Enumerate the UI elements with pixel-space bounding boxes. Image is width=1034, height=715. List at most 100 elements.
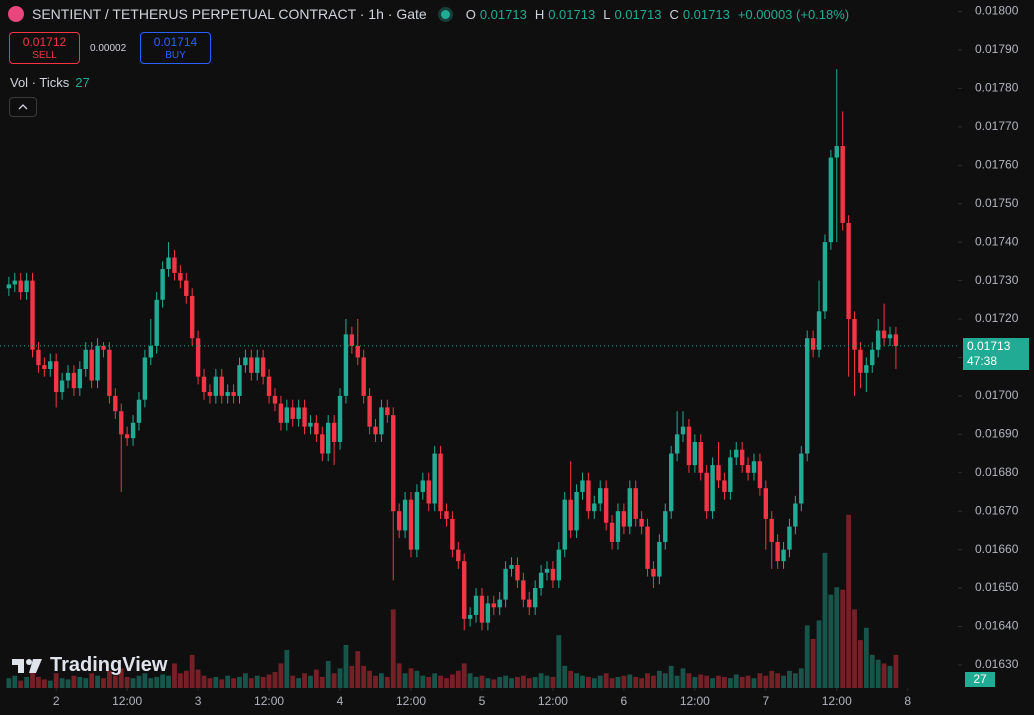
volume-bar (118, 668, 124, 688)
volume-bar (822, 552, 828, 688)
candle-body (272, 395, 278, 404)
candle-body (810, 338, 816, 350)
candle-body (408, 499, 414, 550)
candle-body (722, 480, 727, 492)
volume-bar (449, 674, 455, 688)
candle-body (296, 407, 301, 419)
candle-body (473, 595, 479, 615)
candle-body (349, 334, 355, 346)
candle-body (24, 280, 29, 293)
volume-bar (787, 670, 792, 688)
buy-button[interactable]: 0.01714 BUY (140, 32, 211, 64)
candle-body (881, 330, 887, 339)
status-dot (440, 9, 450, 19)
volume-bar (769, 670, 775, 688)
candle-body (852, 319, 857, 350)
candle-body (148, 345, 153, 358)
volume-bar (526, 678, 532, 688)
candle-body (734, 449, 739, 458)
candle-body (77, 368, 83, 389)
candle-body (6, 284, 12, 289)
candle-body (728, 457, 733, 492)
y-tick-label: 0.01720 (975, 311, 1019, 325)
volume-bar (586, 676, 591, 688)
candle-body (130, 422, 136, 439)
candle-body (107, 349, 112, 396)
volume-value: 27 (75, 75, 90, 90)
candle-body (663, 511, 668, 542)
volume-bar (71, 675, 77, 688)
candle-body (893, 334, 899, 346)
y-tick-label: 0.01790 (975, 42, 1019, 56)
volume-bar (243, 673, 248, 688)
candle-body (266, 376, 272, 396)
y-tick-label: 0.01730 (975, 273, 1019, 287)
y-tick-label: 0.01780 (975, 81, 1019, 95)
candle-body (550, 568, 556, 581)
volume-bar (698, 674, 704, 688)
candle-body (633, 488, 638, 519)
candle-body (621, 511, 627, 527)
volume-bar (509, 678, 514, 688)
candle-body (479, 595, 485, 623)
candle-body (207, 392, 213, 396)
collapse-button[interactable] (9, 97, 37, 117)
candle-body (83, 349, 88, 369)
volume-bar (858, 640, 863, 688)
candle-body (391, 415, 396, 512)
x-tick-label: 12:00 (254, 694, 284, 708)
volume-bar (532, 676, 538, 688)
candle-body (189, 295, 195, 339)
candle-body (716, 465, 721, 481)
volume-bar (402, 673, 408, 688)
candle-body (278, 403, 284, 423)
candle-body (527, 599, 532, 608)
x-tick-label: 09:00 (964, 694, 994, 708)
volume-bar (562, 665, 568, 688)
candle-body (603, 488, 609, 523)
volume-bar (41, 679, 47, 688)
volume-bar (355, 651, 361, 688)
candle-body (686, 426, 692, 466)
candle-body (89, 349, 94, 381)
volume-bar (231, 678, 236, 688)
candle-body (119, 411, 124, 435)
volume-bar (225, 675, 231, 688)
volume-bar (662, 673, 668, 688)
volume-bar (633, 676, 639, 688)
chevron-icon (18, 104, 28, 110)
volume-bar (686, 673, 692, 688)
sell-button[interactable]: 0.01712 SELL (9, 32, 80, 64)
candle-body (65, 372, 71, 381)
candle-body (260, 357, 266, 377)
candle-body (113, 395, 118, 412)
candle-body (521, 580, 526, 600)
price-tag: 0.01713 47:38 (963, 337, 1029, 370)
volume-tag: 27 (965, 672, 995, 687)
candle-body (48, 361, 53, 369)
volume-bar (615, 676, 621, 688)
candle-body (166, 257, 171, 270)
volume-bar (107, 670, 112, 688)
volume-bar (461, 663, 467, 688)
volume-bar (284, 649, 290, 688)
candle-body (71, 372, 77, 389)
chart-title[interactable]: SENTIENT / TETHERUS PERPETUAL CONTRACT ·… (32, 6, 427, 22)
volume-bar (863, 627, 869, 688)
volume-bar (603, 673, 609, 688)
volume-bar (53, 673, 59, 688)
candle-body (231, 392, 236, 396)
candle-body (379, 407, 384, 435)
volume-bar (550, 676, 556, 688)
volume-bar (47, 680, 53, 688)
volume-bar (497, 676, 503, 688)
candle-body (160, 269, 165, 300)
candle-body (467, 614, 473, 619)
candle-body (237, 365, 242, 396)
candle-body (337, 395, 343, 443)
candle-body (674, 434, 680, 454)
candle-body (639, 518, 644, 527)
volume-bar (798, 668, 804, 688)
volume-bar (195, 669, 201, 688)
